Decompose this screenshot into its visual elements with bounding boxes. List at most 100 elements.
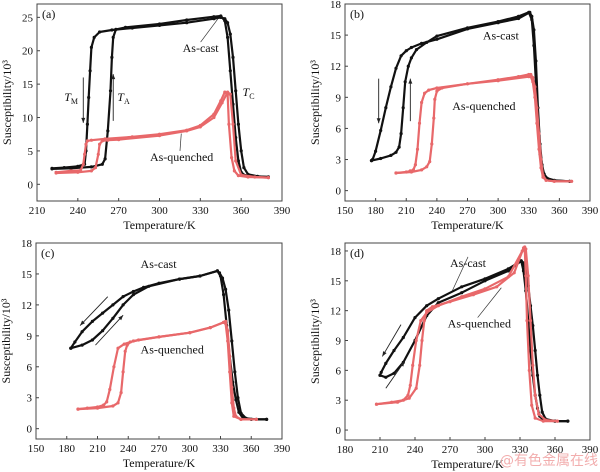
data-point: [552, 179, 556, 183]
data-point: [69, 346, 73, 350]
data-point: [177, 277, 182, 281]
data-point: [435, 37, 439, 41]
data-point: [516, 14, 521, 18]
panel-label: (c): [41, 246, 54, 260]
data-point: [234, 159, 238, 163]
data-point: [236, 122, 240, 126]
data-point: [415, 147, 420, 151]
x-tick-label: 150: [28, 443, 45, 455]
data-point: [406, 393, 410, 397]
data-point: [531, 80, 535, 84]
annotation-label: As-quenched: [141, 342, 204, 356]
data-point: [428, 160, 432, 164]
y-tick-label: 12: [330, 61, 341, 73]
y-tick-label: 0: [336, 186, 342, 198]
data-point: [384, 106, 388, 110]
data-point: [230, 156, 234, 160]
data-point: [496, 78, 500, 82]
data-point: [512, 271, 516, 275]
as-quenched-cooling-line: [375, 245, 559, 423]
x-tick-label: 240: [407, 444, 424, 456]
arrow-head-icon: [376, 118, 381, 124]
arrow-head-icon: [400, 361, 405, 367]
data-point: [108, 387, 112, 392]
data-point: [188, 331, 192, 335]
x-axis-title: Temperature/K: [431, 218, 504, 232]
x-tick-label: 390: [274, 443, 291, 455]
data-point: [215, 269, 219, 273]
data-point: [411, 363, 415, 367]
data-point: [379, 128, 383, 133]
y-tick-label: 3: [336, 395, 342, 407]
data-point: [435, 89, 439, 93]
data-point: [98, 30, 102, 34]
x-tick-label: 210: [372, 444, 389, 456]
annotation-label: As-cast: [450, 256, 487, 270]
data-point: [50, 167, 54, 171]
annotation-pointer: [179, 133, 182, 151]
x-tick-label: 300: [490, 205, 507, 217]
as-quenched-heating-line: [375, 246, 559, 423]
data-point: [533, 393, 537, 397]
data-point: [425, 165, 429, 169]
x-tick-label: 330: [521, 205, 538, 217]
y-tick-label: 25: [22, 12, 34, 24]
y-tick-label: 15: [22, 79, 34, 91]
direction-arrow: [95, 314, 124, 346]
data-point: [116, 346, 120, 350]
direction-arrow: [385, 361, 405, 389]
x-axis-title: Temperature/K: [123, 456, 196, 470]
data-point: [389, 85, 393, 89]
data-point: [425, 40, 429, 45]
data-point: [528, 319, 533, 323]
data-point: [121, 303, 125, 307]
data-point: [414, 338, 418, 343]
data-point: [526, 274, 530, 278]
data-point: [448, 300, 452, 304]
data-point: [399, 54, 403, 58]
data-point: [69, 166, 73, 170]
data-point: [76, 170, 80, 174]
y-tick-label: 5: [28, 146, 34, 158]
data-point: [524, 274, 528, 278]
data-point: [110, 28, 114, 32]
plot-frame: [344, 242, 591, 441]
x-tick-label: 240: [70, 205, 87, 217]
data-point: [422, 319, 426, 323]
data-point: [123, 349, 127, 353]
data-point: [84, 142, 88, 146]
data-point: [228, 32, 232, 36]
data-point: [430, 142, 434, 146]
data-point: [413, 163, 417, 167]
data-point: [379, 370, 383, 374]
y-tick-label: 6: [27, 362, 33, 374]
data-point: [432, 116, 436, 120]
arrow-head-icon: [118, 315, 124, 321]
y-tick-label: 18: [330, 0, 342, 11]
data-point: [227, 122, 231, 126]
data-point: [519, 259, 523, 263]
annotation-label: TM: [64, 90, 78, 106]
annotation-label: As-quenched: [452, 99, 515, 113]
data-point: [403, 80, 407, 84]
data-point: [544, 418, 548, 422]
data-point: [222, 293, 226, 297]
data-point: [530, 403, 534, 407]
y-tick-label: 3: [27, 393, 33, 405]
data-point: [224, 319, 228, 323]
annotation-subscript: A: [124, 97, 130, 106]
data-point: [232, 169, 236, 173]
data-point: [131, 289, 135, 294]
data-point: [394, 171, 398, 175]
data-point: [212, 15, 216, 19]
data-point: [242, 166, 246, 170]
data-point: [90, 319, 94, 323]
data-point: [395, 400, 400, 404]
data-point: [236, 159, 240, 163]
annotation-subscript: C: [249, 92, 254, 101]
panel-c: 150 180 210 240 270 300 330 360 390 0 3 6 9 12 15 18 Tem…: [0, 238, 291, 470]
data-point: [394, 150, 398, 154]
data-point: [111, 35, 115, 40]
y-tick-label: 15: [330, 30, 342, 42]
